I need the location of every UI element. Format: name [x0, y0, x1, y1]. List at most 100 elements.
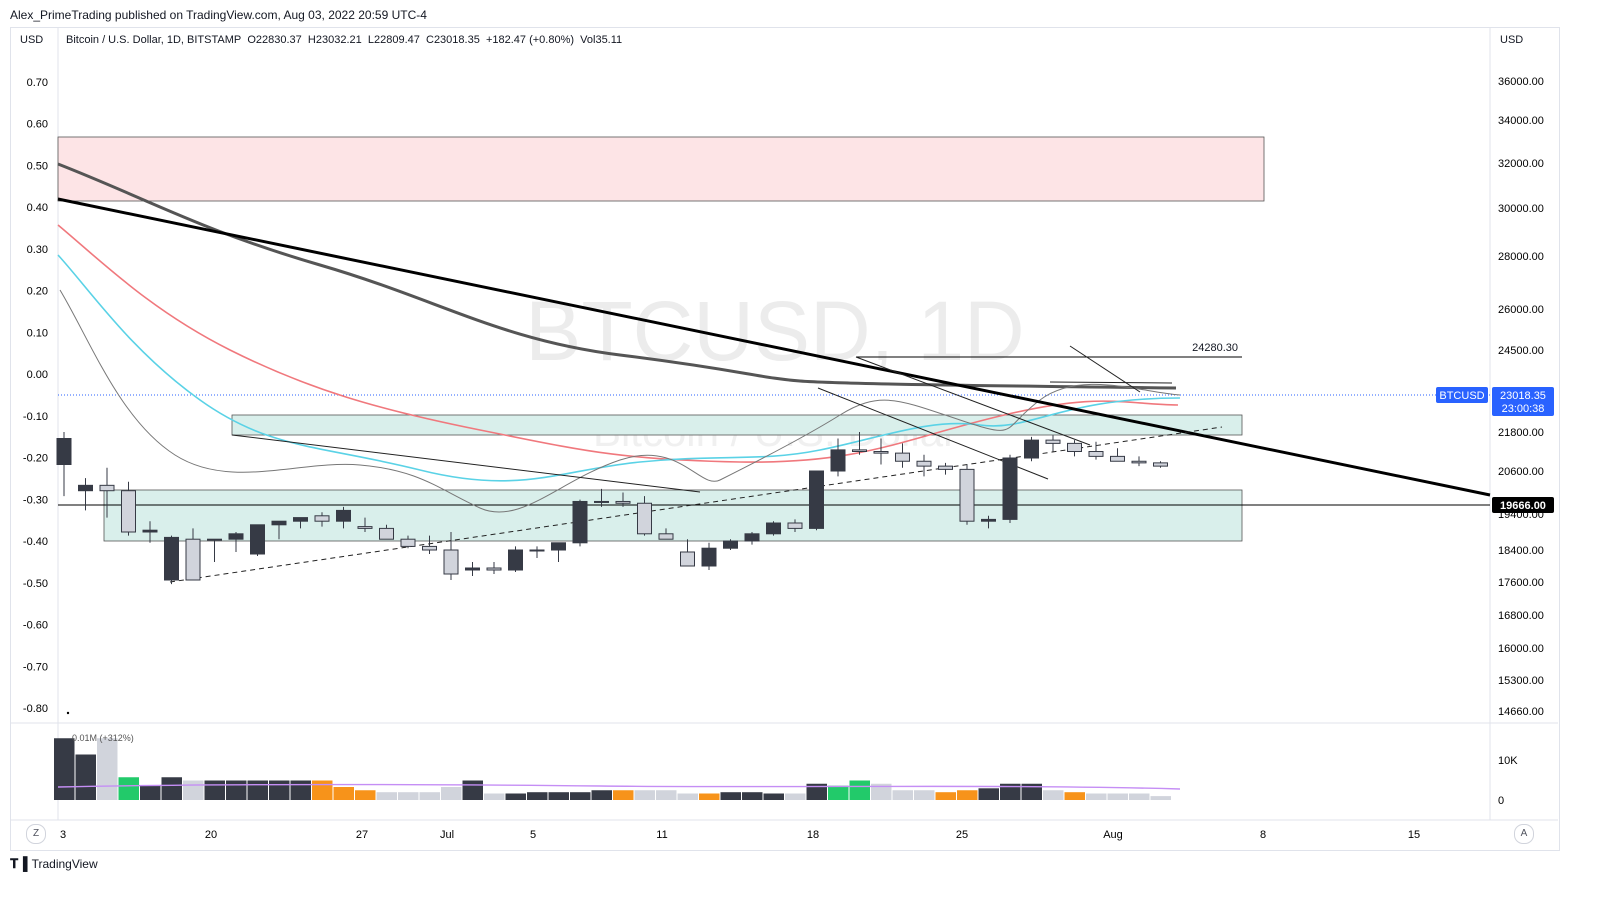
- volume-bar: [419, 792, 440, 800]
- volume-bar: [828, 785, 849, 800]
- volume-bar: [118, 777, 139, 800]
- left-axis-tick: -0.50: [23, 578, 48, 590]
- candle-body: [1110, 455, 1125, 462]
- volume-bar: [849, 780, 870, 800]
- volume-bar: [548, 792, 569, 800]
- time-axis-ticks: 3 20 27 Jul 5 11 18 25 Aug 8 15: [60, 829, 1420, 841]
- left-axis-ticks: 0.70 0.60 0.50 0.40 0.30 0.20 0.10 0.00 -0.10 -0.…: [23, 77, 48, 715]
- candle-body: [99, 484, 115, 492]
- candle-body: [701, 547, 717, 567]
- candle-body: [228, 533, 244, 540]
- right-axis-tick: 21800.00: [1498, 427, 1544, 439]
- legend-low: L22809.47: [367, 34, 420, 46]
- watermark-symbol: BTCUSD, 1D: [525, 284, 1024, 378]
- symbol-legend[interactable]: Bitcoin / U.S. Dollar, 1D, BITSTAMP O228…: [66, 34, 622, 46]
- candle-body: [873, 451, 889, 454]
- chart-dot: [66, 711, 70, 715]
- volume-bar: [591, 790, 612, 800]
- resistance-zone[interactable]: [57, 136, 1265, 202]
- left-axis-tick: 0.70: [27, 77, 48, 89]
- volume-bar: [247, 780, 268, 800]
- bar-countdown: 23:00:38: [1502, 403, 1545, 415]
- support-zone-lower[interactable]: [103, 489, 1243, 542]
- volume-bar: [763, 793, 784, 800]
- volume-bar: [613, 790, 634, 800]
- log-scale-toggle[interactable]: Z: [26, 824, 46, 844]
- volume-bar: [892, 790, 913, 800]
- level-badge: [1492, 497, 1554, 513]
- candle-body: [1088, 451, 1104, 457]
- auto-scale-toggle[interactable]: A: [1514, 824, 1534, 844]
- ema-9-line: [59, 289, 1181, 513]
- candle-body: [422, 545, 437, 551]
- candle-body: [938, 465, 953, 470]
- candle-body: [766, 522, 781, 535]
- candles-group: [56, 432, 1168, 585]
- left-axis-tick: 0.60: [27, 119, 48, 131]
- volume-bar: [699, 793, 720, 800]
- right-axis-tick: 18400.00: [1498, 545, 1544, 557]
- candle-body: [185, 538, 201, 581]
- volume-bar: [806, 783, 827, 800]
- volume-bar: [1107, 793, 1128, 800]
- legend-close: C23018.35: [426, 34, 480, 46]
- candle-body: [400, 538, 416, 547]
- right-axis-tick: 26000.00: [1498, 304, 1544, 316]
- time-axis-tick: 20: [205, 829, 217, 841]
- candle-body: [379, 527, 394, 540]
- volume-label: 0.01M (+312%): [72, 733, 134, 743]
- candle-body: [809, 470, 824, 529]
- volume-bar: [957, 790, 978, 800]
- volume-bar: [677, 793, 698, 800]
- right-axis-tick: 14660.00: [1498, 706, 1544, 718]
- volume-bar: [1129, 793, 1150, 800]
- left-axis-tick: 0.50: [27, 160, 48, 172]
- candle-body: [78, 484, 93, 492]
- candle-body: [250, 524, 265, 555]
- volume-bar: [505, 793, 526, 800]
- candle-body: [121, 490, 136, 533]
- left-axis-tick: 0.30: [27, 244, 48, 256]
- candle-body: [594, 500, 609, 503]
- legend-volume: Vol35.11: [580, 34, 623, 46]
- volume-bars-group: [54, 738, 1171, 800]
- last-price-value: 23018.35: [1500, 390, 1546, 402]
- volume-bar: [527, 792, 548, 800]
- volume-tick-10k: 10K: [1498, 755, 1518, 767]
- candle-body: [271, 520, 287, 526]
- volume-bar: [54, 738, 75, 800]
- time-axis-tick: 11: [656, 829, 667, 841]
- time-axis-tick: 27: [356, 829, 368, 841]
- ascending-dashed-trendline[interactable]: [169, 426, 1223, 583]
- flag-line-1[interactable]: [1069, 345, 1141, 393]
- candle-body: [486, 567, 502, 571]
- channel-line-1[interactable]: [231, 434, 701, 493]
- candle-body: [981, 518, 996, 522]
- support-zone-upper[interactable]: [231, 414, 1243, 436]
- level-badge-value: 19666.00: [1500, 500, 1546, 512]
- candle-body: [637, 502, 652, 535]
- volume-bar: [634, 790, 655, 800]
- major-descending-trendline[interactable]: [57, 197, 1491, 497]
- volume-bar: [161, 777, 182, 800]
- level-24280-label: 24280.30: [1192, 342, 1238, 354]
- tradingview-brand[interactable]: 𝐓▐ TradingView: [10, 856, 98, 872]
- left-axis-tick: 0.20: [27, 286, 48, 298]
- tradingview-logo-icon: 𝐓▐: [10, 856, 28, 871]
- channel-line-3[interactable]: [855, 356, 1091, 446]
- flag-line-2[interactable]: [1049, 381, 1173, 384]
- volume-bar: [1150, 796, 1171, 800]
- candle-body: [529, 549, 545, 552]
- volume-bar: [785, 793, 806, 800]
- left-axis-tick: -0.40: [23, 536, 48, 548]
- time-axis-tick: 5: [530, 829, 536, 841]
- time-axis-tick: Aug: [1103, 829, 1123, 841]
- volume-bar: [312, 780, 333, 800]
- legend-symbol: Bitcoin / U.S. Dollar, 1D, BITSTAMP: [66, 34, 242, 46]
- time-axis-tick: 15: [1408, 829, 1420, 841]
- right-axis-tick: 16800.00: [1498, 610, 1544, 622]
- volume-bar: [1086, 793, 1107, 800]
- right-axis-tick: 30000.00: [1498, 203, 1544, 215]
- candle-body: [959, 468, 975, 522]
